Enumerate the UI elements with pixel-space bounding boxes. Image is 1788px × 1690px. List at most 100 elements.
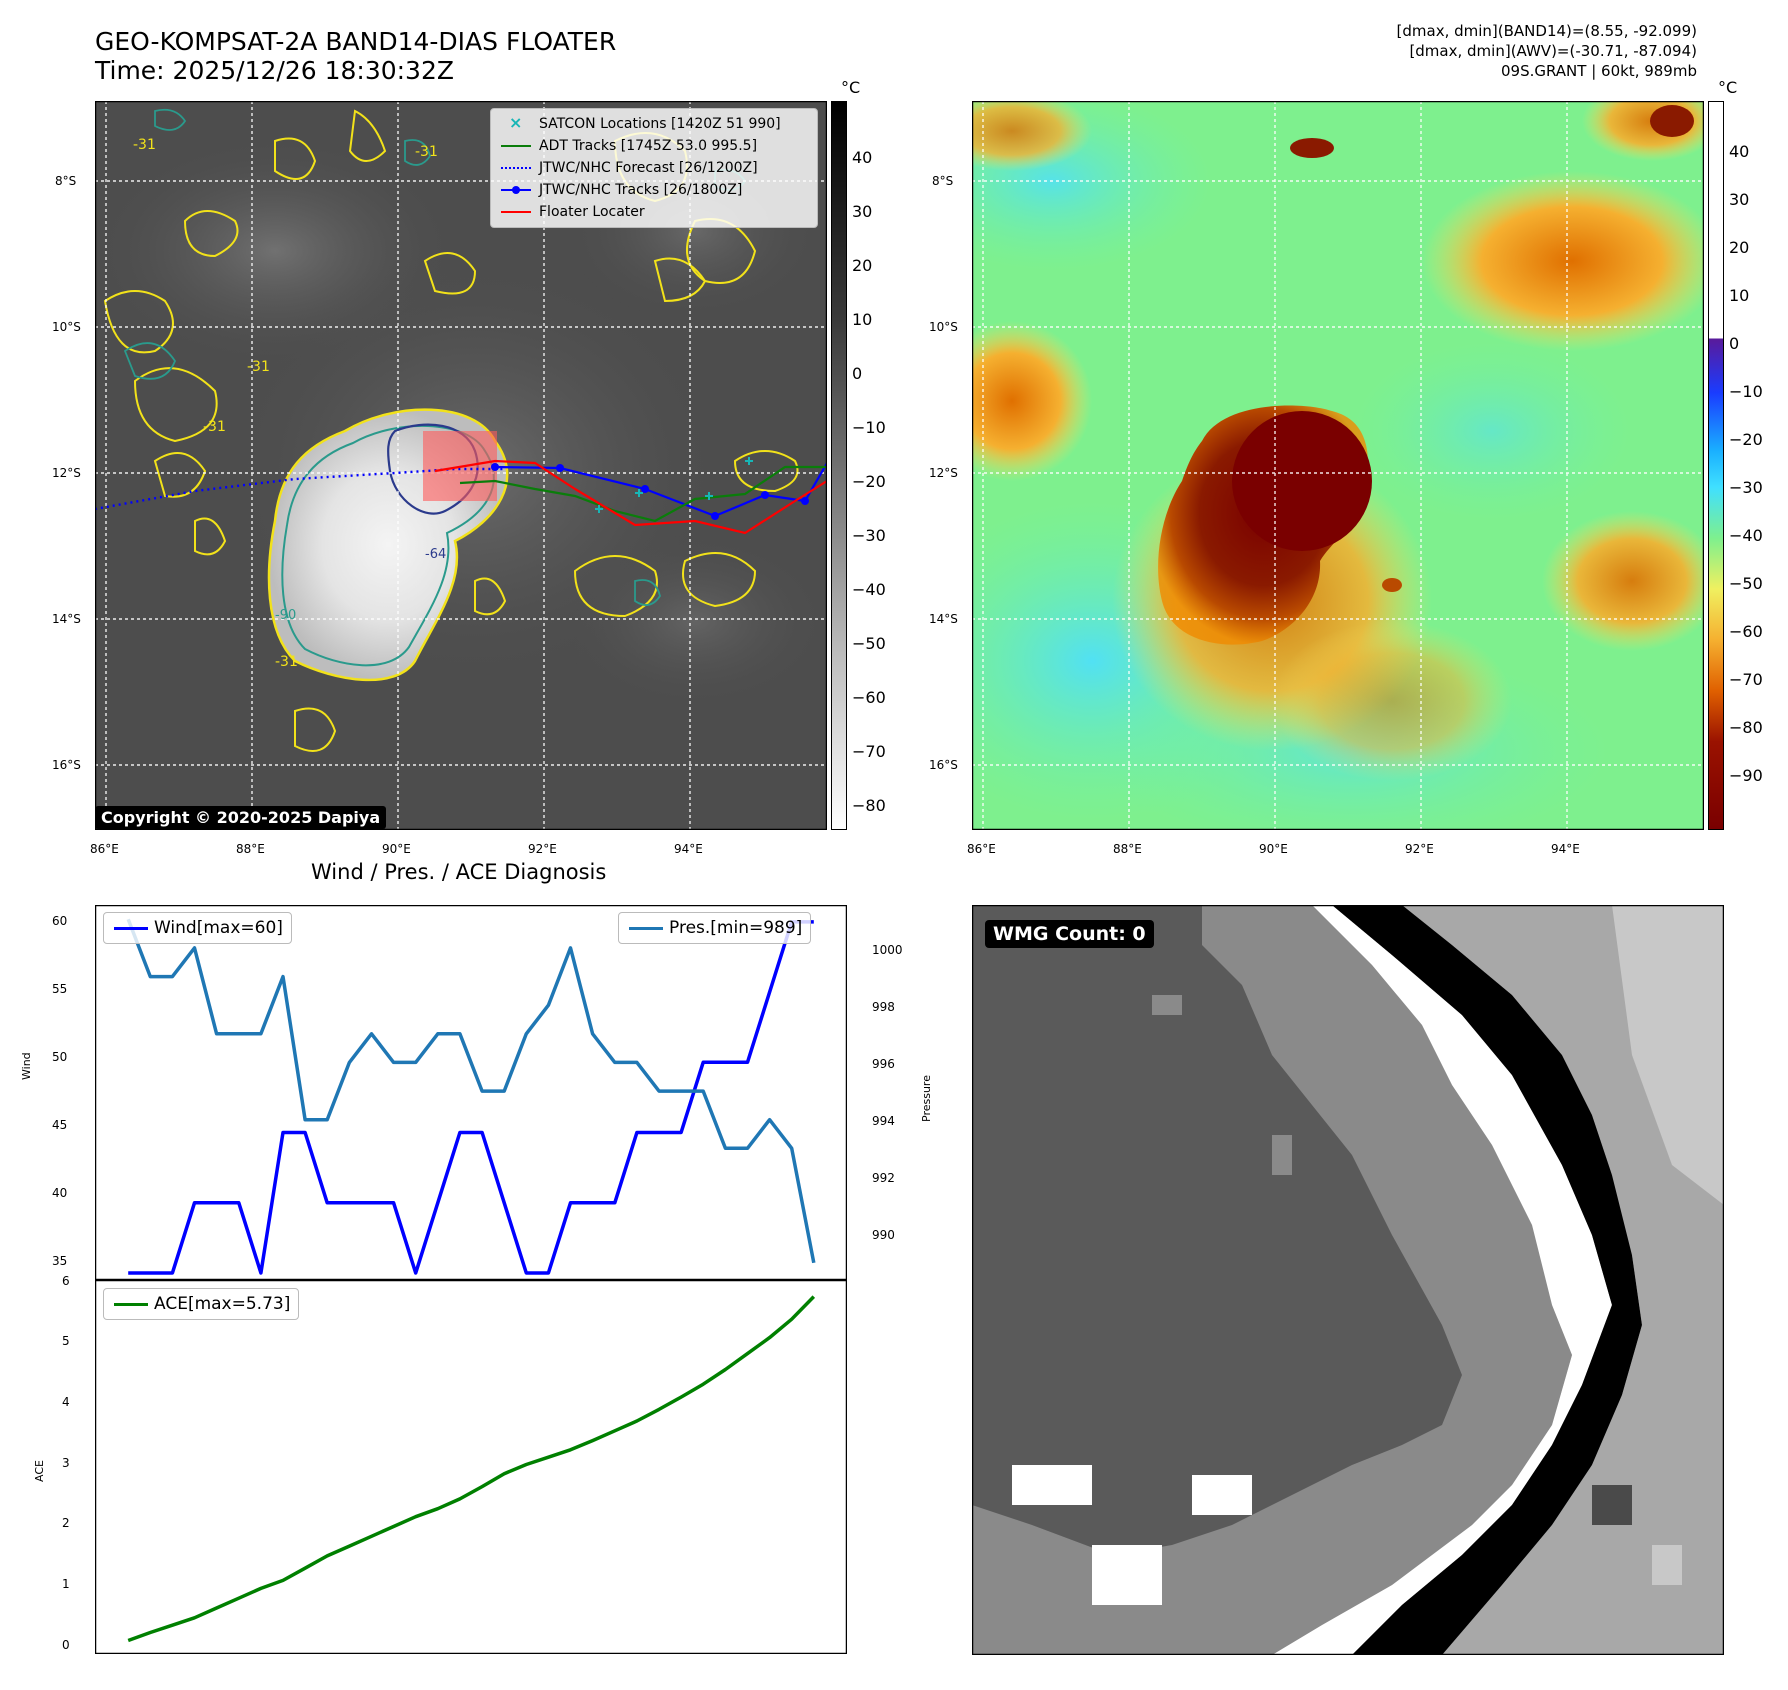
colorbar-tick: −30 bbox=[1729, 478, 1763, 497]
copyright-badge: Copyright © 2020-2025 Dapiya bbox=[95, 806, 387, 829]
ace-chart bbox=[95, 1280, 847, 1654]
info-band14-range: [dmax, dmin](BAND14)=(8.55, -92.099) bbox=[1396, 22, 1697, 40]
colorbar-tick: −20 bbox=[1729, 430, 1763, 449]
wind-tick: 40 bbox=[52, 1186, 68, 1200]
right-colorbar bbox=[1708, 101, 1724, 830]
ace-tick: 1 bbox=[62, 1577, 70, 1591]
jtwc-forecast-track bbox=[95, 467, 505, 511]
colorbar-tick: 40 bbox=[1729, 142, 1750, 161]
colorbar-tick: −20 bbox=[852, 472, 886, 491]
contour-label: -31 bbox=[415, 144, 438, 160]
wind-pressure-chart bbox=[95, 905, 847, 1280]
pressure-tick: 992 bbox=[872, 1171, 895, 1185]
legend-item-floater: Floater Locater bbox=[491, 201, 817, 223]
adt-track bbox=[459, 465, 827, 523]
legend-label: Floater Locater bbox=[539, 204, 645, 220]
ace-tick: 6 bbox=[62, 1274, 70, 1288]
pressure-tick: 998 bbox=[872, 1000, 895, 1014]
colorbar-tick: 0 bbox=[1729, 334, 1740, 353]
colorbar-tick: −50 bbox=[852, 634, 886, 653]
diagnosis-title: Wind / Pres. / ACE Diagnosis bbox=[311, 860, 607, 884]
lat-label: 10°S bbox=[52, 320, 81, 334]
legend-item-satcon: × SATCON Locations [1420Z 51 990] bbox=[491, 113, 817, 135]
line-marker-icon bbox=[497, 183, 533, 197]
lat-label: 14°S bbox=[929, 612, 958, 626]
colorbar-tick: −70 bbox=[1729, 670, 1763, 689]
lon-label: 90°E bbox=[1259, 842, 1288, 856]
legend-label: JTWC/NHC Forecast [26/1200Z] bbox=[539, 160, 758, 176]
legend-label: Wind[max=60] bbox=[154, 918, 283, 938]
wind-tick: 60 bbox=[52, 914, 68, 928]
pressure-tick: 1000 bbox=[872, 943, 903, 957]
lon-label: 92°E bbox=[528, 842, 557, 856]
lon-label: 88°E bbox=[236, 842, 265, 856]
legend-label: ACE[max=5.73] bbox=[154, 1294, 291, 1314]
left-colorbar bbox=[831, 101, 847, 830]
ace-ylabel: ACE bbox=[33, 1460, 46, 1482]
colorbar-tick: 30 bbox=[1729, 190, 1750, 209]
ace-tick: 2 bbox=[62, 1516, 70, 1530]
ace-legend: ACE[max=5.73] bbox=[103, 1288, 300, 1320]
wind-tick: 35 bbox=[52, 1254, 68, 1268]
wmg-panel bbox=[972, 905, 1724, 1655]
floater-locater-track bbox=[434, 459, 827, 535]
colorbar-tick: −70 bbox=[852, 742, 886, 761]
ace-tick: 5 bbox=[62, 1334, 70, 1348]
lon-label: 86°E bbox=[90, 842, 119, 856]
legend-label: JTWC/NHC Tracks [26/1800Z] bbox=[539, 182, 743, 198]
colorbar-tick: −30 bbox=[852, 526, 886, 545]
right-color-map bbox=[972, 101, 1704, 830]
lat-label: 16°S bbox=[929, 758, 958, 772]
wind-ylabel: Wind bbox=[20, 1052, 33, 1080]
lon-label: 90°E bbox=[382, 842, 411, 856]
line-swatch-icon bbox=[112, 1297, 148, 1311]
pressure-legend: Pres.[min=989] bbox=[618, 912, 812, 944]
colorbar-unit: °C bbox=[1718, 78, 1738, 97]
pressure-ylabel: Pressure bbox=[920, 1075, 933, 1122]
colorbar-tick: −10 bbox=[1729, 382, 1763, 401]
wind-tick: 50 bbox=[52, 1050, 68, 1064]
left-colorbar-ticks: 40 30 20 10 0 −10 −20 −30 −40 −50 −60 −7… bbox=[852, 148, 912, 830]
colorbar-tick: 0 bbox=[852, 364, 863, 383]
line-swatch-icon bbox=[497, 139, 533, 153]
colorbar-tick: −60 bbox=[1729, 622, 1763, 641]
colorbar-tick: −60 bbox=[852, 688, 886, 707]
lon-label: 94°E bbox=[1551, 842, 1580, 856]
chart-time: Time: 2025/12/26 18:30:32Z bbox=[95, 56, 454, 85]
wind-legend: Wind[max=60] bbox=[103, 912, 292, 944]
line-swatch-icon bbox=[627, 921, 663, 935]
info-storm: 09S.GRANT | 60kt, 989mb bbox=[1500, 62, 1697, 80]
colorbar-tick: −80 bbox=[1729, 718, 1763, 737]
lat-label: 16°S bbox=[52, 758, 81, 772]
lon-label: 92°E bbox=[1405, 842, 1434, 856]
contour-label: -64 bbox=[425, 547, 446, 562]
colorbar-tick: 10 bbox=[852, 310, 873, 329]
colorbar-tick: 20 bbox=[1729, 238, 1750, 257]
left-map-legend: × SATCON Locations [1420Z 51 990] ADT Tr… bbox=[490, 108, 818, 228]
ace-line bbox=[127, 1295, 816, 1643]
lon-label: 86°E bbox=[967, 842, 996, 856]
right-colorbar-ticks: 40 30 20 10 0 −10 −20 −30 −40 −50 −60 −7… bbox=[1729, 142, 1788, 832]
contour-label: -31 bbox=[275, 654, 298, 670]
dotted-line-icon bbox=[497, 161, 533, 175]
lon-label: 88°E bbox=[1113, 842, 1142, 856]
lat-label: 8°S bbox=[932, 174, 954, 188]
pressure-tick: 996 bbox=[872, 1057, 895, 1071]
lat-label: 12°S bbox=[929, 466, 958, 480]
pressure-line bbox=[126, 918, 816, 1264]
x-marker-icon: × bbox=[509, 113, 523, 132]
colorbar-unit: °C bbox=[841, 78, 861, 97]
colorbar-tick: −40 bbox=[1729, 526, 1763, 545]
wind-line bbox=[128, 920, 814, 1275]
colorbar-tick: −80 bbox=[852, 796, 886, 815]
colorbar-tick: 40 bbox=[852, 148, 873, 167]
colorbar-tick: 20 bbox=[852, 256, 873, 275]
line-swatch-icon bbox=[112, 921, 148, 935]
line-swatch-icon bbox=[497, 205, 533, 219]
lon-label: 94°E bbox=[674, 842, 703, 856]
contour-label: -31 bbox=[247, 359, 270, 375]
wind-tick: 55 bbox=[52, 982, 68, 996]
lat-label: 12°S bbox=[52, 466, 81, 480]
pressure-tick: 994 bbox=[872, 1114, 895, 1128]
lat-label: 14°S bbox=[52, 612, 81, 626]
